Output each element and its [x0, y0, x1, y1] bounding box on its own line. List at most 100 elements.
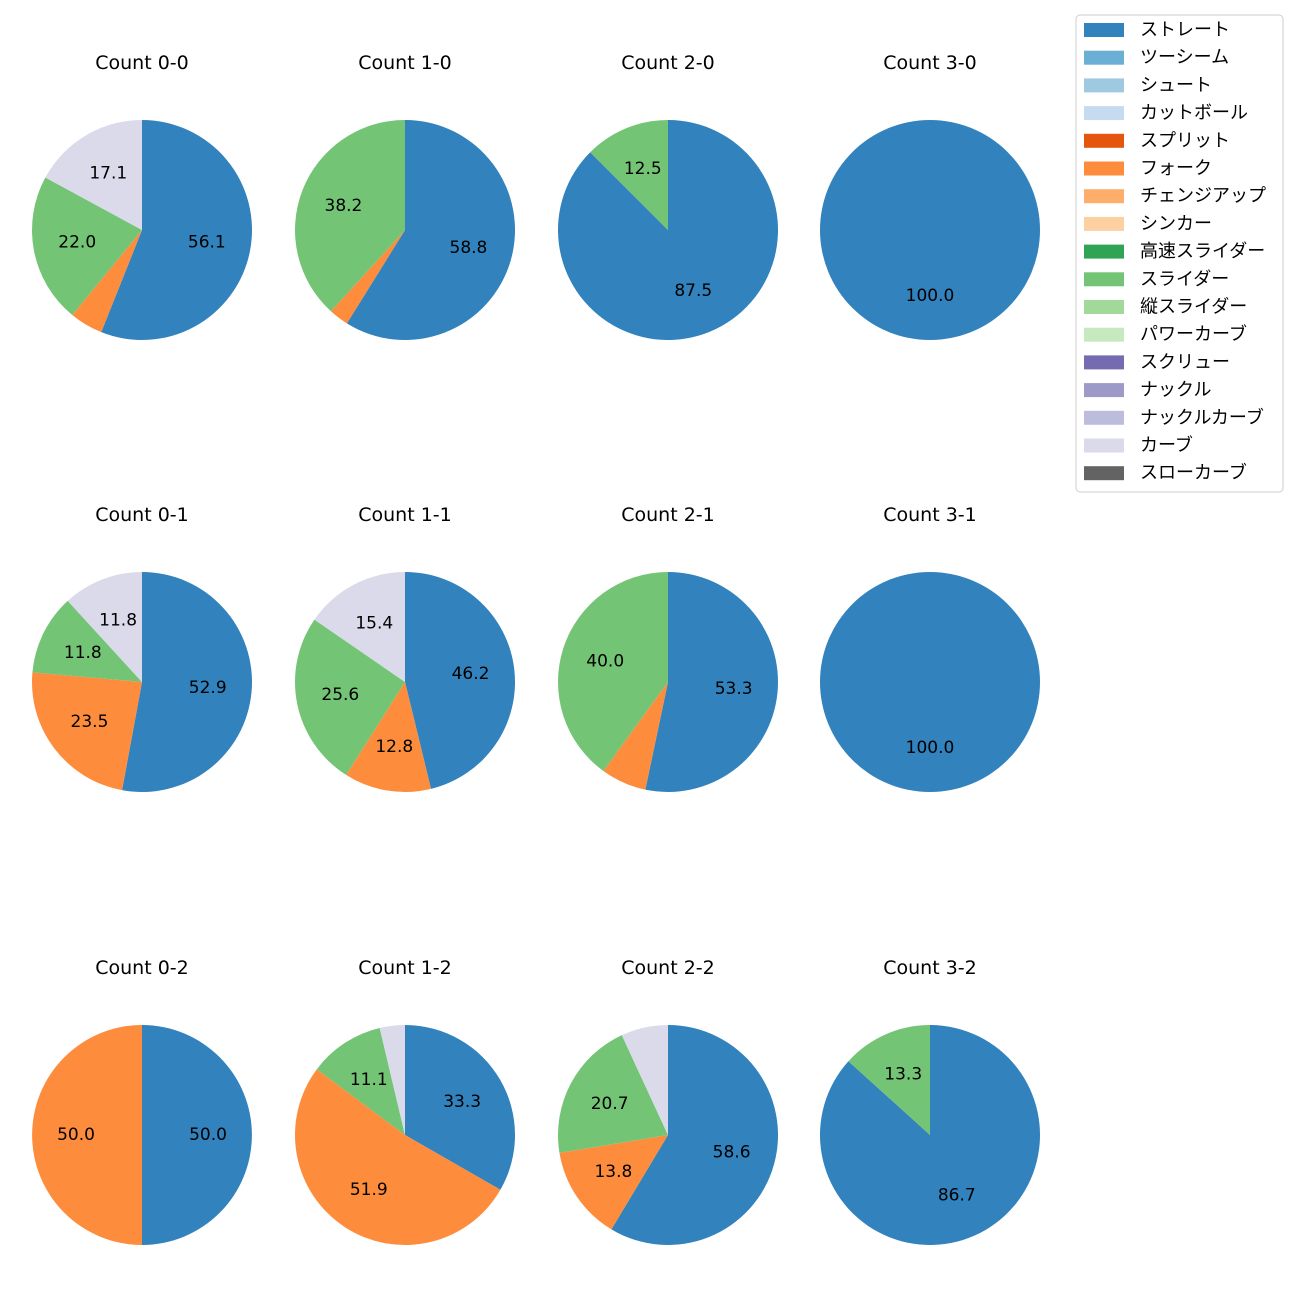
legend-item: スライダー	[1084, 269, 1229, 290]
pie-slice-label: 51.9	[350, 1180, 388, 1200]
pie-slice	[32, 600, 142, 682]
legend-item: ナックルカーブ	[1084, 406, 1264, 428]
legend-swatch	[1084, 78, 1124, 93]
pie-title: Count 2-1	[621, 504, 715, 526]
legend-label: フォーク	[1140, 158, 1212, 179]
pie-slice	[558, 1035, 668, 1153]
pie-slice-label: 11.1	[350, 1070, 388, 1090]
legend-label: スプリット	[1140, 130, 1230, 151]
pie-slice-label: 20.7	[591, 1094, 629, 1114]
legend-item: パワーカーブ	[1084, 323, 1247, 345]
pie-slice-label: 86.7	[938, 1185, 976, 1205]
pie-title: Count 1-0	[358, 52, 452, 74]
pie-slice	[142, 1025, 252, 1245]
legend-swatch	[1084, 133, 1124, 148]
legend: ストレートツーシームシュートカットボールスプリットフォークチェンジアップシンカー…	[1075, 14, 1284, 493]
pie-slice	[122, 572, 253, 792]
legend-swatch	[1084, 161, 1124, 176]
pie-slice	[32, 672, 143, 791]
legend-label: シュート	[1140, 75, 1212, 96]
pie-slice	[558, 572, 668, 771]
pie-slice-label: 11.8	[64, 643, 102, 663]
legend-label: スローカーブ	[1140, 462, 1247, 484]
legend-swatch	[1084, 106, 1124, 121]
pie-slice	[32, 177, 142, 316]
legend-item: スローカーブ	[1084, 462, 1247, 484]
pie-slice	[67, 572, 142, 682]
pie-slice-label: 33.3	[443, 1092, 481, 1112]
pie-slice	[820, 572, 1040, 792]
pie-slice-label: 12.8	[375, 737, 413, 757]
legend-item: スクリュー	[1084, 352, 1230, 373]
legend-label: カーブ	[1140, 434, 1193, 456]
pie-slice-label: 22.0	[58, 233, 96, 253]
legend-label: スクリュー	[1140, 352, 1230, 373]
legend-label: シンカー	[1140, 213, 1212, 234]
pie-panel: Count 2-2 58.6 13.8 20.7	[558, 957, 779, 1245]
pie-slice-label: 13.3	[884, 1065, 922, 1085]
legend-item: チェンジアップ	[1084, 186, 1266, 207]
pie-slice-label: 58.8	[450, 238, 488, 258]
pie-slice	[603, 682, 668, 790]
pie-panel: Count 3-2 86.7 13.3	[819, 957, 1040, 1245]
pie-slice-label: 25.6	[321, 685, 359, 705]
legend-item: ストレート	[1084, 20, 1230, 41]
pie-slice-label: 50.0	[57, 1125, 95, 1145]
pie-slice-label: 53.3	[715, 679, 753, 699]
pie-slice	[405, 1025, 515, 1190]
pie-panel: Count 1-1 46.2 12.8 25.6 15.4	[295, 504, 516, 792]
legend-item: カーブ	[1084, 434, 1193, 456]
pie-panel: Count 2-0 87.5 12.5	[558, 52, 778, 340]
pie-slice	[405, 572, 516, 789]
legend-swatch	[1084, 216, 1124, 231]
pie-slice	[848, 1025, 930, 1135]
pie-slice	[294, 120, 405, 312]
legend-swatch	[1084, 23, 1124, 37]
legend-label: 高速スライダー	[1140, 241, 1265, 262]
pie-slice	[346, 120, 516, 340]
pie-slice	[294, 1069, 501, 1245]
pie-slice	[645, 572, 778, 792]
pie-panel: Count 0-1 52.9 23.5 11.8 11.8	[32, 504, 253, 792]
pie-slice-label: 12.5	[624, 159, 662, 179]
pie-slice-label: 38.2	[325, 196, 363, 216]
legend-swatch	[1084, 410, 1124, 425]
pie-slice-label: 100.0	[906, 286, 955, 306]
pie-slice-label: 52.9	[189, 678, 227, 698]
pie-title: Count 1-1	[358, 504, 452, 526]
pie-title: Count 3-0	[883, 52, 977, 74]
legend-label: ストレート	[1140, 20, 1230, 41]
legend-item: スプリット	[1084, 130, 1230, 151]
legend-swatch	[1084, 438, 1124, 453]
pie-panel: Count 0-2 50.0 50.0	[32, 957, 252, 1245]
pie-title: Count 2-0	[621, 52, 715, 74]
legend-label: スライダー	[1140, 269, 1229, 290]
pie-slice-label: 50.0	[189, 1125, 227, 1145]
pie-slice	[32, 1025, 142, 1245]
pie-slice-label: 40.0	[586, 652, 624, 672]
pie-panel: Count 3-1 100.0	[820, 504, 1040, 792]
pie-slice	[314, 572, 405, 682]
legend-swatch	[1084, 355, 1124, 370]
legend-item: ナックル	[1084, 380, 1211, 401]
legend-item: カットボール	[1084, 103, 1248, 124]
pie-title: Count 3-2	[883, 957, 977, 979]
pie-slice	[820, 120, 1040, 340]
pie-slice-label: 100.0	[906, 738, 955, 758]
legend-item: ツーシーム	[1084, 47, 1229, 68]
pie-slice-label: 56.1	[188, 232, 226, 252]
pie-slice-label: 23.5	[71, 712, 109, 732]
legend-item: シュート	[1084, 75, 1212, 96]
legend-swatch	[1084, 327, 1124, 342]
legend-swatch	[1084, 244, 1124, 259]
legend-swatch	[1084, 272, 1124, 287]
pie-slice-label: 46.2	[452, 664, 490, 684]
pie-slice	[101, 120, 253, 340]
legend-item: フォーク	[1084, 158, 1212, 179]
legend-swatch	[1084, 189, 1124, 204]
pie-panel: Count 3-0 100.0	[820, 52, 1040, 340]
pie-slice	[590, 120, 668, 230]
pie-slice	[316, 1027, 405, 1135]
